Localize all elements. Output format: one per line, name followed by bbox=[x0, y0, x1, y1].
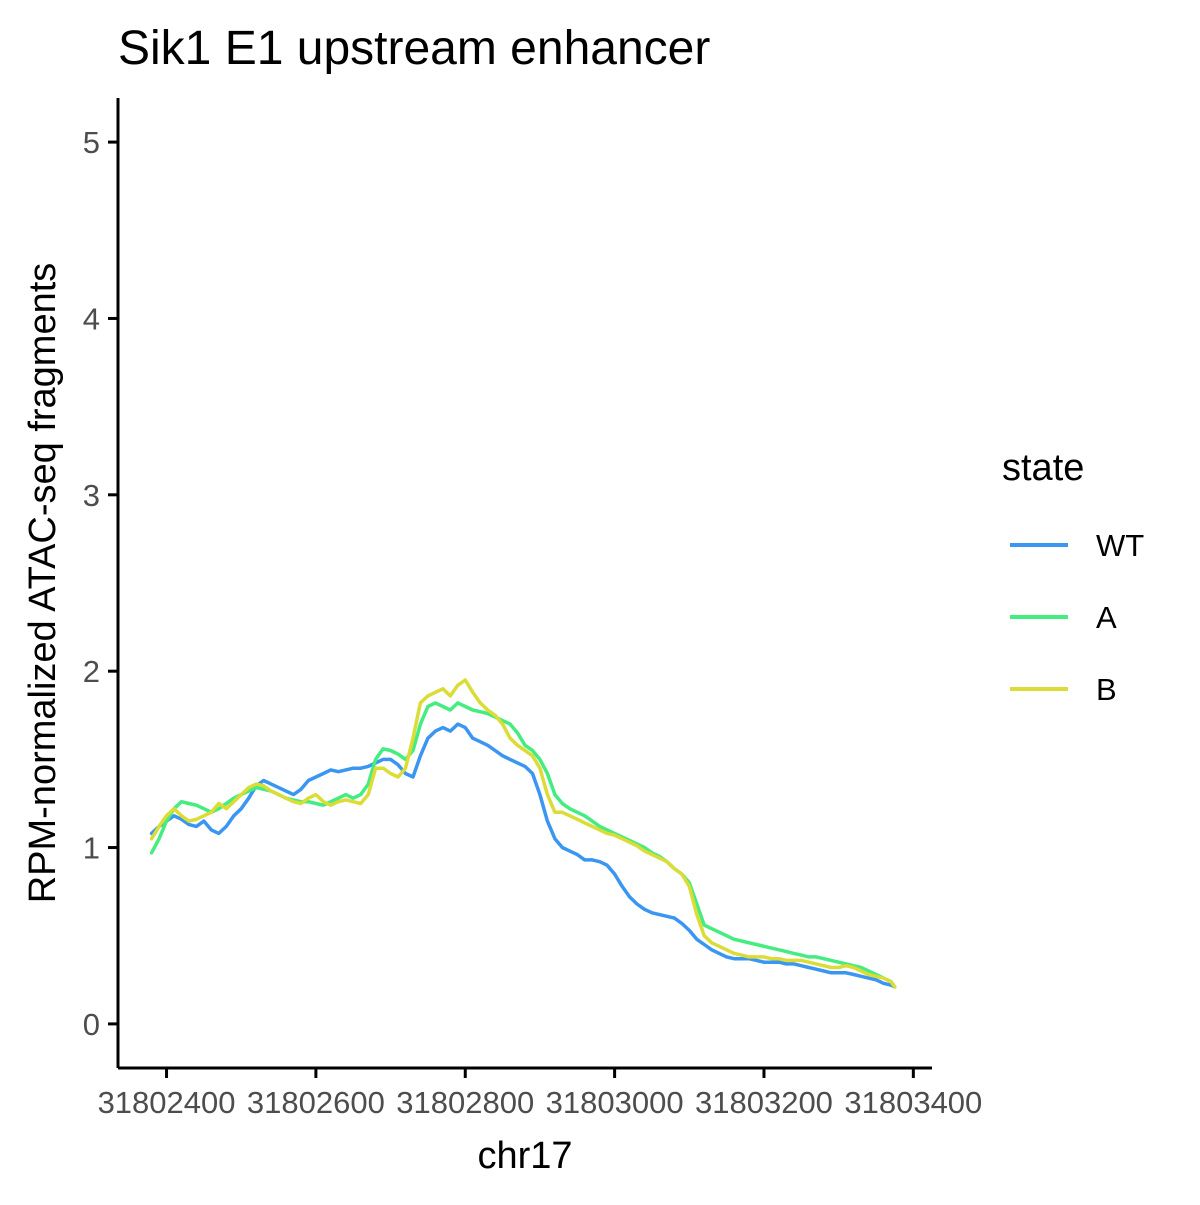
y-ticks: 0 1 2 3 4 5 bbox=[83, 125, 118, 1042]
x-ticks: 31802400 31802600 31802800 31803000 31803200… bbox=[98, 1068, 982, 1120]
legend-title: state bbox=[1002, 447, 1084, 489]
y-tick-label: 0 bbox=[83, 1007, 100, 1042]
y-tick-label: 4 bbox=[83, 301, 100, 336]
x-tick-label: 31803000 bbox=[546, 1085, 684, 1120]
plot-lines bbox=[149, 678, 897, 989]
x-axis-title: chr17 bbox=[477, 1135, 572, 1177]
legend-label-wt: WT bbox=[1096, 528, 1144, 563]
y-tick-label: 5 bbox=[83, 125, 100, 160]
y-tick-label: 2 bbox=[83, 654, 100, 689]
x-tick-label: 31803400 bbox=[844, 1085, 982, 1120]
x-tick-label: 31802600 bbox=[247, 1085, 385, 1120]
series-line-a bbox=[149, 701, 897, 989]
y-axis-title: RPM-normalized ATAC-seq fragments bbox=[22, 263, 64, 904]
x-tick-label: 31802400 bbox=[98, 1085, 236, 1120]
y-tick-label: 1 bbox=[83, 831, 100, 866]
series-line-b bbox=[149, 678, 897, 989]
y-tick-label: 3 bbox=[83, 478, 100, 513]
legend-items: WT A B bbox=[1010, 528, 1144, 707]
legend-label-b: B bbox=[1096, 672, 1117, 707]
x-tick-label: 31803200 bbox=[695, 1085, 833, 1120]
chart-title: Sik1 E1 upstream enhancer bbox=[118, 22, 710, 75]
series-line-wt bbox=[149, 722, 897, 989]
x-tick-label: 31802800 bbox=[396, 1085, 534, 1120]
legend: state WT A B bbox=[1002, 447, 1144, 707]
legend-label-a: A bbox=[1096, 600, 1117, 635]
